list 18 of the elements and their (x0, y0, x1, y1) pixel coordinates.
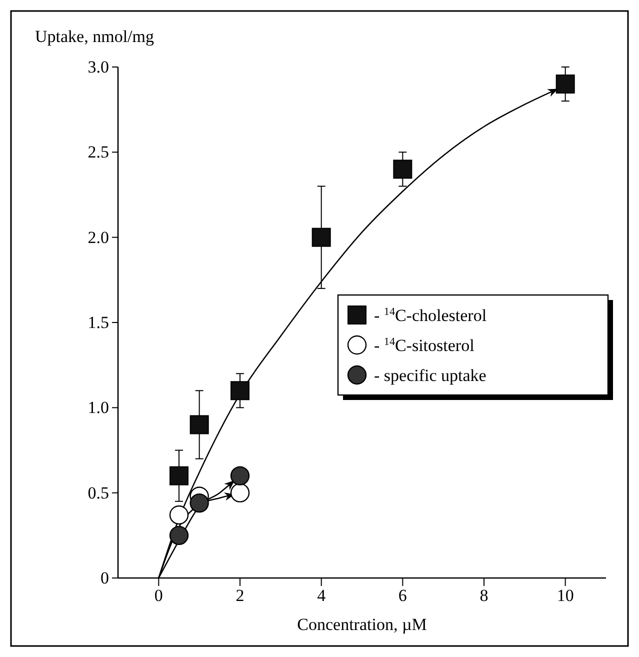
y-tick-label: 2.0 (88, 228, 109, 247)
y-axis-title: Uptake, nmol/mg (35, 27, 154, 46)
legend-label: - $^{14}$C-sitosterol (374, 336, 475, 355)
y-tick-label: 1.5 (88, 312, 109, 332)
x-tick-label: 8 (480, 586, 488, 606)
x-tick-label: 0 (154, 586, 163, 606)
y-tick-label: 2.5 (88, 142, 109, 162)
y-tick-label: 0 (100, 568, 109, 588)
y-tick-label: 3.0 (88, 57, 109, 76)
y-tick-label: 1.0 (88, 398, 109, 418)
legend-label: - $^{14}$C-cholesterol (374, 306, 487, 325)
x-tick-label: 2 (236, 586, 244, 606)
legend-label: - specific uptake (374, 366, 486, 385)
x-axis-title: Concentration, µM (297, 615, 427, 634)
x-tick-label: 10 (556, 586, 574, 606)
x-tick-label: 4 (317, 586, 326, 606)
y-tick-label: 0.5 (88, 483, 109, 502)
x-tick-label: 6 (398, 586, 407, 606)
